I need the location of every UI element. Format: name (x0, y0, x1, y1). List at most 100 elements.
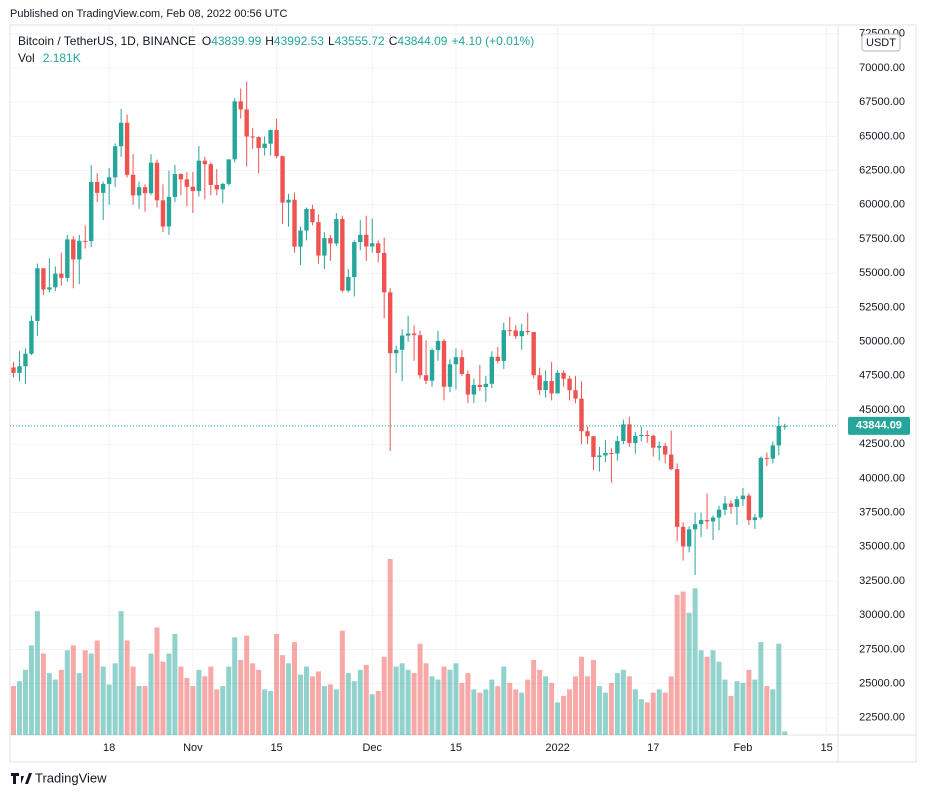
volume-bar (513, 689, 519, 735)
volume-bar (459, 682, 465, 735)
candle-body (190, 186, 196, 192)
volume-bar (680, 591, 686, 735)
candle-body (172, 173, 178, 197)
volume-bar (262, 689, 268, 735)
volume-bar (746, 669, 752, 735)
x-tick-label: 15 (450, 742, 462, 754)
candle-body (609, 452, 614, 454)
candle-body (734, 499, 740, 507)
last-price-label: 43844.09 (856, 420, 902, 432)
y-tick-label: 42500.00 (859, 438, 905, 450)
volume-bar (776, 643, 782, 735)
volume-bar (638, 699, 644, 735)
candle-body (429, 349, 435, 381)
volume-bar (453, 663, 459, 735)
candle-body (154, 162, 160, 201)
volume-bar (339, 630, 345, 735)
volume-bar (387, 559, 393, 735)
y-tick-label: 67500.00 (859, 96, 905, 108)
candle-body (591, 436, 596, 457)
candle-body (651, 435, 656, 448)
volume-bar (250, 663, 256, 735)
candle-body (393, 349, 399, 354)
volume-bar (770, 689, 776, 735)
candle-body (35, 268, 40, 321)
volume-bar (268, 691, 274, 735)
candle-body (95, 181, 100, 193)
candle-body (573, 390, 578, 399)
volume-bar (58, 669, 64, 735)
x-tick-label: 18 (103, 742, 115, 754)
volume-bar (590, 660, 596, 735)
volume-bar (399, 663, 405, 735)
volume-bar (429, 676, 435, 735)
volume-bar (483, 689, 489, 735)
volume-bar (46, 673, 52, 735)
candle-body (184, 179, 190, 187)
candle-body (250, 136, 255, 138)
candle-body (776, 425, 782, 446)
candle-body (196, 160, 202, 192)
candle-body (561, 372, 566, 379)
volume-bar (88, 653, 94, 735)
x-tick-label: 2022 (545, 742, 569, 754)
candle-body (710, 517, 716, 522)
candle-body (214, 184, 219, 190)
candle-body (621, 424, 626, 441)
y-tick-label: 35000.00 (859, 541, 905, 553)
volume-bar (567, 689, 573, 735)
y-tick-label: 30000.00 (859, 609, 905, 621)
currency-label[interactable]: USDT (866, 37, 896, 49)
candle-body (130, 174, 136, 196)
volume-bar (752, 679, 758, 735)
candle-body (746, 495, 752, 521)
candle-body (585, 431, 590, 437)
y-tick-label: 60000.00 (859, 199, 905, 211)
volume-bar (602, 692, 608, 735)
candle-body (639, 434, 644, 437)
volume-bar (417, 643, 423, 735)
volume-bar (52, 679, 58, 735)
candle-body (728, 503, 734, 507)
volume-bar (202, 676, 208, 735)
candle-body (160, 200, 166, 227)
volume-bar (674, 594, 680, 735)
candle-body (716, 509, 722, 518)
brand-name: TradingView (35, 770, 107, 785)
candle-body (459, 357, 465, 375)
candle-body (758, 457, 764, 518)
open-label: O (202, 34, 211, 48)
low-label: L (328, 34, 335, 48)
x-tick-label: Nov (183, 742, 203, 754)
candle-body (453, 357, 459, 365)
candle-body (657, 445, 662, 448)
candle-body (686, 529, 692, 547)
volume-bar (632, 689, 638, 735)
volume-bar (321, 686, 327, 735)
candle-body (507, 330, 512, 332)
close-label: C (389, 34, 398, 48)
volume-bar (608, 682, 614, 735)
chart-frame (9, 24, 917, 763)
volume-bar (34, 611, 40, 735)
volume-bar (722, 679, 728, 735)
candle-body (124, 122, 130, 175)
volume-bar (668, 676, 674, 735)
volume-bar (196, 669, 202, 735)
volume-bar (106, 684, 112, 735)
volume-bar (363, 664, 369, 735)
x-tick-label: Dec (362, 742, 382, 754)
volume-bar (782, 731, 788, 735)
volume-bar (28, 645, 34, 735)
volume-bar (351, 681, 357, 735)
volume-bar (614, 673, 620, 735)
currency-badge[interactable] (861, 33, 901, 52)
volume-bar (734, 681, 740, 735)
volume-bar (357, 669, 363, 735)
volume-bar (345, 673, 351, 735)
volume-bar (537, 669, 543, 735)
candle-body (268, 130, 273, 144)
y-tick-label: 70000.00 (859, 62, 905, 74)
